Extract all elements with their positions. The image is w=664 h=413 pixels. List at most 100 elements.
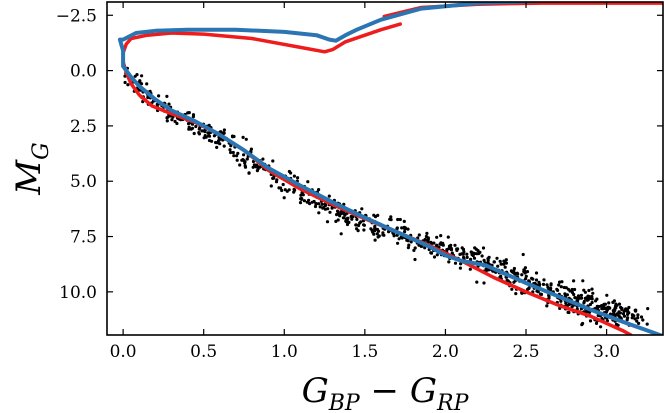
- scatter-point: [635, 319, 639, 323]
- scatter-point: [328, 210, 332, 214]
- scatter-point: [514, 292, 518, 296]
- scatter-point: [356, 229, 360, 233]
- scatter-point: [355, 217, 359, 221]
- scatter-point: [524, 277, 528, 281]
- scatter-point: [402, 225, 406, 229]
- scatter-point: [590, 300, 594, 305]
- scatter-point: [441, 241, 445, 245]
- scatter-point: [339, 232, 343, 236]
- scatter-point: [362, 223, 366, 227]
- x-tick-label: 1.5: [351, 342, 378, 362]
- scatter-point: [325, 220, 330, 224]
- scatter-point: [572, 292, 576, 297]
- scatter-point: [563, 292, 567, 296]
- scatter-point: [370, 228, 374, 232]
- scatter-point: [604, 306, 609, 310]
- scatter-point: [450, 251, 454, 255]
- scatter-point: [123, 80, 127, 85]
- y-tick-label: 10.0: [59, 283, 97, 303]
- scatter-point: [568, 289, 572, 293]
- scatter-point: [362, 228, 366, 232]
- scatter-point: [222, 144, 226, 148]
- y-tick-label: 0.0: [70, 62, 97, 82]
- scatter-point: [646, 307, 650, 311]
- scatter-point: [515, 271, 519, 275]
- scatter-point: [207, 123, 211, 127]
- scatter-point: [187, 111, 191, 115]
- scatter-point: [222, 131, 226, 135]
- scatter-point: [510, 270, 514, 274]
- plot-background: [107, 2, 663, 335]
- scatter-point: [512, 280, 516, 284]
- scatter-point: [594, 299, 598, 303]
- x-tick-label: 3.0: [593, 342, 620, 362]
- scatter-point: [375, 232, 379, 236]
- scatter-point: [595, 304, 599, 308]
- scatter-point: [557, 283, 561, 287]
- scatter-point: [522, 268, 527, 273]
- scatter-point: [468, 267, 472, 271]
- scatter-point: [627, 311, 631, 315]
- scatter-point: [453, 261, 458, 265]
- scatter-point: [372, 213, 376, 217]
- scatter-point: [358, 221, 362, 225]
- scatter-point: [312, 199, 316, 204]
- scatter-point: [323, 202, 327, 206]
- scatter-point: [170, 118, 174, 122]
- scatter-point: [523, 266, 528, 270]
- scatter-point: [194, 124, 198, 129]
- scatter-point: [462, 255, 466, 259]
- scatter-point: [197, 132, 201, 136]
- scatter-point: [600, 307, 604, 311]
- scatter-point: [235, 154, 239, 158]
- scatter-point: [271, 159, 275, 163]
- scatter-point: [633, 308, 637, 312]
- scatter-point: [633, 317, 637, 321]
- scatter-point: [429, 251, 433, 255]
- scatter-point: [216, 139, 221, 143]
- scatter-point: [341, 216, 345, 220]
- scatter-point: [228, 148, 232, 152]
- scatter-point: [322, 205, 326, 209]
- line-series-isochrone-blue: [117, 2, 663, 335]
- scatter-point: [232, 154, 236, 158]
- scatter-point: [623, 308, 627, 312]
- scatter-point: [435, 253, 439, 257]
- scatter-point: [197, 127, 201, 131]
- scatter-point: [521, 252, 525, 257]
- scatter-point: [175, 121, 179, 126]
- scatter-point: [317, 188, 321, 192]
- scatter-point: [320, 202, 324, 206]
- scatter-point: [461, 247, 466, 251]
- scatter-point: [354, 223, 358, 227]
- scatter-point: [397, 237, 401, 241]
- scatter-point: [611, 300, 615, 304]
- scatter-point: [244, 137, 248, 141]
- scatter-point: [558, 280, 562, 284]
- scatter-point: [445, 248, 449, 252]
- scatter-point: [192, 131, 196, 136]
- scatter-point: [334, 219, 338, 223]
- scatter-point: [301, 193, 305, 197]
- scatter-point: [261, 157, 265, 161]
- scatter-point: [449, 243, 453, 247]
- scatter-point: [298, 201, 303, 205]
- scatter-point: [564, 301, 568, 305]
- scatter-point: [249, 147, 253, 151]
- scatter-point: [344, 220, 349, 224]
- scatter-point: [300, 197, 304, 201]
- scatter-point: [389, 215, 393, 219]
- scatter-point: [382, 233, 386, 237]
- scatter-point: [439, 234, 443, 238]
- scatter-point: [455, 247, 459, 251]
- scatter-point: [469, 250, 473, 254]
- scatter-point: [510, 287, 514, 291]
- scatter-point: [231, 135, 235, 139]
- scatter-point: [242, 153, 246, 157]
- scatter-point: [279, 186, 283, 190]
- scatter-point: [588, 319, 593, 323]
- scatter-point: [572, 279, 576, 283]
- scatter-point: [247, 171, 251, 175]
- scatter-point: [492, 260, 496, 264]
- scatter-point: [413, 246, 417, 250]
